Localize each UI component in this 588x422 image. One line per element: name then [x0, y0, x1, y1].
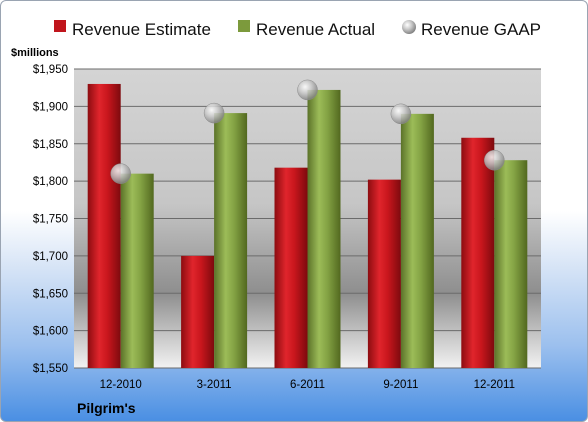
- y-tick-label: $1,650: [33, 288, 68, 300]
- y-tick-label: $1,750: [33, 214, 68, 226]
- bar-series: [87, 83, 528, 369]
- x-tick-label: 12-2010: [100, 379, 142, 391]
- bar-actual: [494, 160, 528, 368]
- bar-estimate: [181, 255, 215, 368]
- legend-label-estimate: Revenue Estimate: [72, 20, 211, 39]
- x-tick-label: 6-2011: [290, 379, 325, 391]
- gaap-markers: [110, 79, 505, 184]
- x-tick-label: 12-2011: [474, 379, 515, 391]
- gaap-marker: [297, 79, 318, 101]
- x-axis-ticks: 12-2010 3-2011 6-2011 9-2011 12-2011: [100, 379, 515, 391]
- legend-swatch-gaap: [402, 20, 416, 34]
- y-tick-label: $1,850: [33, 139, 68, 151]
- gaap-marker: [390, 103, 412, 125]
- legend-label-gaap: Revenue GAAP: [421, 20, 541, 39]
- company-name: Pilgrim's: [77, 400, 136, 416]
- y-axis-label: $millions: [11, 47, 59, 59]
- x-tick-label: 3-2011: [197, 379, 232, 391]
- y-tick-label: $1,700: [33, 251, 68, 263]
- x-tick-label: 9-2011: [383, 379, 418, 391]
- bar-actual: [400, 113, 434, 368]
- y-axis-ticks: $1,550 $1,600 $1,650 $1,700 $1,750 $1,800 $1,8…: [33, 64, 68, 375]
- bar-actual: [307, 89, 341, 369]
- y-tick-label: $1,800: [33, 176, 68, 188]
- gaap-marker: [110, 163, 131, 184]
- legend-swatch-actual: [238, 20, 250, 32]
- bar-actual: [214, 113, 248, 368]
- bar-actual: [120, 173, 154, 368]
- legend: Revenue Estimate Revenue Actual Revenue …: [54, 20, 541, 39]
- y-tick-label: $1,550: [33, 363, 68, 375]
- y-tick-label: $1,950: [33, 64, 68, 76]
- legend-label-actual: Revenue Actual: [256, 20, 375, 39]
- legend-swatch-estimate: [54, 20, 66, 32]
- gaap-marker: [203, 102, 225, 124]
- y-tick-label: $1,900: [33, 101, 68, 113]
- y-tick-label: $1,600: [33, 326, 68, 338]
- bar-estimate: [274, 167, 308, 368]
- gaap-marker: [484, 149, 505, 171]
- bar-estimate: [367, 179, 401, 368]
- bar-estimate: [87, 83, 121, 368]
- bar-estimate: [461, 137, 495, 368]
